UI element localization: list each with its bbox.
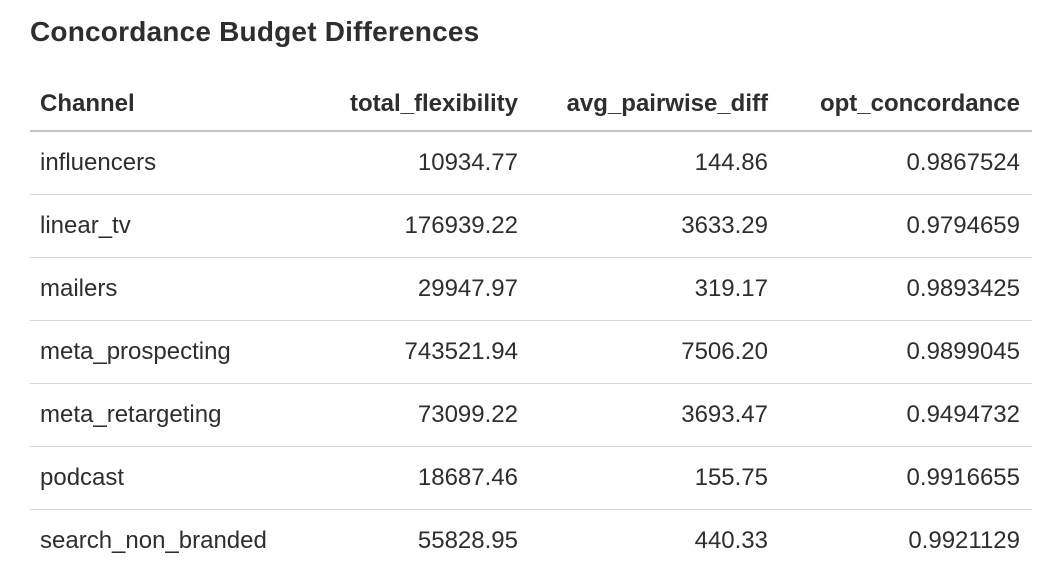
value-cell: 0.9893425 (780, 257, 1032, 321)
channel-cell: podcast (30, 446, 310, 510)
value-cell: 3693.47 (530, 383, 780, 447)
value-cell: 0.9867524 (780, 131, 1032, 195)
channel-cell: influencers (30, 131, 310, 195)
table-body: influencers 10934.77 144.86 0.9867524 linear… (30, 131, 1032, 572)
value-cell: 176939.22 (310, 194, 530, 258)
channel-cell: search_non_branded (40, 527, 267, 554)
table-row: mailers 29947.97 319.17 0.9893425 (30, 257, 1032, 321)
value-cell: 10934.77 (310, 131, 530, 195)
value-cell: 743521.94 (310, 320, 530, 384)
channel-cell: meta_retargeting (30, 383, 310, 447)
value-cell: 0.9494732 (780, 383, 1032, 447)
value-cell: 3633.29 (530, 194, 780, 258)
table-row: meta_retargeting 73099.22 3693.47 0.9494732 (30, 383, 1032, 447)
table-row: podcast 18687.46 155.75 0.9916655 (30, 446, 1032, 510)
value-cell: 18687.46 (310, 446, 530, 510)
table-header-row: Channel total_flexibility avg_pairwise_d… (30, 66, 1032, 132)
concordance-table: Channel total_flexibility avg_pairwise_d… (30, 66, 1032, 572)
channel-cell: linear_tv (30, 194, 310, 258)
value-cell: 144.86 (530, 131, 780, 195)
channel-cell: mailers (30, 257, 310, 321)
channel-cell: meta_prospecting (30, 320, 310, 384)
value-cell: 29947.97 (310, 257, 530, 321)
value-cell: 155.75 (530, 446, 780, 510)
column-header-opt-concordance: opt_concordance (780, 66, 1032, 132)
value-cell: 0.9921129 (908, 527, 1020, 554)
table-row: influencers 10934.77 144.86 0.9867524 (30, 131, 1032, 195)
table-row: meta_prospecting 743521.94 7506.20 0.989904… (30, 320, 1032, 384)
table-row: linear_tv 176939.22 3633.29 0.9794659 (30, 194, 1032, 258)
table-row: search_non_branded 55828.95 440.33 0.992112… (30, 510, 1032, 573)
value-cell: 0.9899045 (780, 320, 1032, 384)
page-title: Concordance Budget Differences (30, 16, 480, 47)
column-header-avg-pairwise-diff: avg_pairwise_diff (530, 66, 780, 132)
column-header-channel: Channel (30, 66, 310, 132)
value-cell: 7506.20 (530, 320, 780, 384)
value-cell: 73099.22 (310, 383, 530, 447)
value-cell: 440.33 (694, 527, 768, 554)
column-header-total-flexibility: total_flexibility (310, 66, 530, 132)
value-cell: 0.9916655 (780, 446, 1032, 510)
value-cell: 319.17 (530, 257, 780, 321)
value-cell: 0.9794659 (780, 194, 1032, 258)
value-cell: 55828.95 (417, 527, 518, 554)
